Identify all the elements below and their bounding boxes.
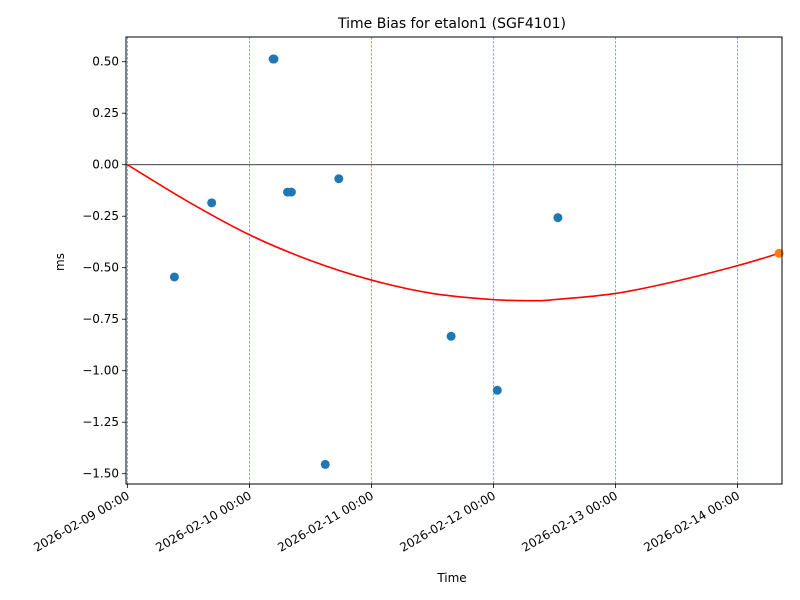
data-point — [207, 198, 217, 208]
data-point — [320, 459, 330, 469]
data-point — [169, 272, 179, 282]
y-tick-label: −1.00 — [82, 364, 119, 378]
y-tick-label: 0.50 — [92, 55, 119, 69]
y-axis-label: ms — [53, 253, 67, 271]
y-tick-label: −0.75 — [82, 312, 119, 326]
x-tick-label: 2026-02-10 00:00 — [153, 488, 254, 554]
data-point — [286, 187, 296, 197]
y-tick-label: −0.50 — [82, 261, 119, 275]
x-tick-label: 2026-02-13 00:00 — [519, 488, 620, 554]
x-tick-label: 2026-02-12 00:00 — [397, 488, 498, 554]
chart-title: Time Bias for etalon1 (SGF4101) — [337, 16, 566, 32]
data-point — [553, 213, 563, 223]
fit-curve — [126, 164, 780, 302]
y-tick-label: 0.00 — [92, 158, 119, 172]
data-point — [269, 54, 279, 64]
data-points — [169, 54, 784, 469]
x-tick-label: 2026-02-14 00:00 — [641, 488, 742, 554]
y-tick-label: −0.25 — [82, 209, 119, 223]
x-axis-ticks: 2026-02-09 00:00 2026-02-10 00:00 2026-02-… — [31, 484, 742, 555]
x-tick-label: 2026-02-09 00:00 — [31, 488, 132, 554]
grid-lines — [127, 37, 738, 484]
data-point — [492, 385, 502, 395]
x-axis-label: Time — [436, 571, 466, 585]
y-tick-label: 0.25 — [92, 106, 119, 120]
y-tick-label: −1.25 — [82, 415, 119, 429]
x-tick-label: 2026-02-11 00:00 — [275, 488, 376, 554]
data-point — [334, 174, 344, 184]
y-axis-ticks: 0.50 0.25 0.00 −0.25 −0.50 −0.75 −1.00 −1.25 −1.… — [82, 55, 126, 481]
data-point — [446, 331, 456, 341]
fit-curve-layer — [126, 164, 780, 302]
y-tick-label: −1.50 — [82, 467, 119, 481]
latest-data-point — [774, 248, 784, 258]
plot-area-frame — [125, 36, 783, 485]
